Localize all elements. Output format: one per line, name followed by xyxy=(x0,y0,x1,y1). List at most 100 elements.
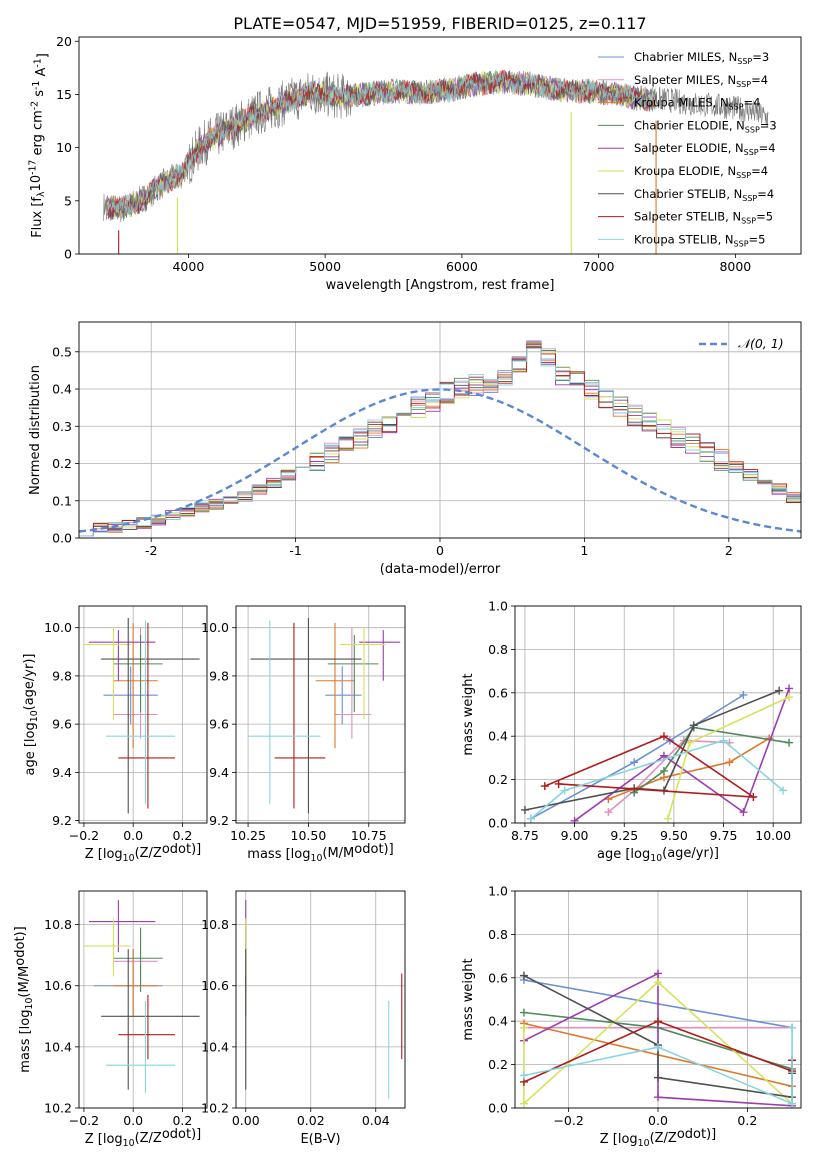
weight-point-marker xyxy=(788,1099,797,1108)
mass-vs-ebv-grid xyxy=(236,891,405,1109)
error-bar-point xyxy=(274,622,326,809)
weight-series-line xyxy=(633,726,790,794)
residuals-panel: -2 -1 0 1 2 0.0 0.1 0.2 0.3 0.4 0.5 (data-model)/er… xyxy=(28,321,802,577)
y-tick-label: 9.8 xyxy=(209,668,229,683)
legend-entry: Chabrier MILES, NSSP=3 xyxy=(634,50,769,66)
age-vs-mass-grid xyxy=(236,606,405,823)
x-tick-label: 9.00 xyxy=(561,828,589,843)
weight-vs-age-ylabel: mass weight xyxy=(461,673,476,755)
error-bar-point xyxy=(101,949,200,1090)
weight-point-marker xyxy=(739,690,748,699)
weight-point-marker xyxy=(604,808,613,817)
error-bar-point xyxy=(325,666,362,725)
weight-series-line xyxy=(574,688,790,822)
y-tick-label: 0 xyxy=(64,247,72,262)
error-bar-point xyxy=(88,630,156,681)
weight-vs-age-axes: 8.75 9.00 9.25 9.50 9.75 10.00 0.0 0.2 0.4 0.6 0.8… xyxy=(461,599,802,864)
error-bar-point xyxy=(334,627,372,739)
x-tick-label: 10.00 xyxy=(755,828,791,843)
figure-title: PLATE=0547, MJD=51959, FIBERID=0125, z=0… xyxy=(233,14,646,33)
residuals-marks xyxy=(79,340,801,537)
age-vs-Z-axes: −0.2 0.0 0.2 9.2 9.4 9.6 9.8 10.0 Z [log10​(Z/Z​… xyxy=(22,605,208,864)
weight-series-line xyxy=(607,739,730,813)
error-bar-point xyxy=(83,918,131,977)
age-vs-mass-panel: 10.25 10.50 10.75 9.2 9.4 9.6 9.8 10.0 mass [log… xyxy=(201,605,406,864)
weight-series xyxy=(570,684,794,823)
mass-vs-Z-ylabel: mass [log10​(M/M​odot)] xyxy=(13,926,35,1072)
weight-vs-Z-xlabel: Z [log10​(Z/Z​odot)] xyxy=(600,1127,717,1149)
y-tick-label: 0.4 xyxy=(488,1014,508,1029)
weight-point-marker xyxy=(689,721,698,730)
spectrum-frame xyxy=(78,36,802,255)
spectrum-legend: Chabrier MILES, NSSP=3 Salpeter MILES, NS… xyxy=(598,50,777,248)
spectrum-ylabel: Flux [fλ​10-17​ erg cm-2​ s-1​ A-1​] xyxy=(28,53,51,238)
weight-point-marker xyxy=(519,971,528,980)
weight-series-line xyxy=(523,1027,793,1105)
x-tick-label: 8.75 xyxy=(511,828,539,843)
error-bar-point xyxy=(113,949,158,1017)
x-tick-label: 9.25 xyxy=(610,828,638,843)
x-tick-label: 0.04 xyxy=(362,1113,390,1128)
error-bar-point xyxy=(103,666,158,725)
histogram-step xyxy=(79,342,801,537)
legend-entry: Chabrier STELIB, NSSP=4 xyxy=(634,187,774,203)
mass-vs-ebv-frame xyxy=(235,890,406,1109)
mass-vs-ebv-axes: 0.00 0.02 0.04 10.2 10.4 10.6 10.8 E(B-V) xyxy=(201,890,406,1147)
weight-point-marker xyxy=(630,758,639,767)
weight-point-marker xyxy=(654,1093,662,1102)
weight-series-line xyxy=(667,696,790,819)
x-tick-label: 0.00 xyxy=(232,1113,260,1128)
weight-series-line xyxy=(523,981,793,1106)
y-tick-label: 0.1 xyxy=(52,493,72,508)
normal-curve xyxy=(79,388,801,533)
mass-vs-Z-axes: −0.2 0.0 0.2 10.2 10.4 10.6 10.8 Z [log10​(Z/Z​… xyxy=(13,890,208,1149)
histogram-step xyxy=(79,340,801,537)
x-tick-label: −0.2 xyxy=(69,1113,99,1128)
y-tick-label: 0.0 xyxy=(488,816,508,831)
error-bar-point xyxy=(106,1001,175,1093)
x-tick-label: 1 xyxy=(580,543,588,558)
error-bar-point xyxy=(88,900,156,953)
x-tick-label: 10.75 xyxy=(351,828,387,843)
x-tick-label: 0.2 xyxy=(172,1113,192,1128)
y-tick-label: 0.5 xyxy=(52,344,72,359)
weight-point-marker xyxy=(775,686,784,695)
weight-series-line xyxy=(523,972,793,1107)
x-tick-label: 0.0 xyxy=(648,1113,668,1128)
weight-vs-age-marks xyxy=(520,684,794,823)
weight-point-marker xyxy=(785,684,794,693)
weight-series xyxy=(519,978,797,1108)
weight-series-line xyxy=(530,694,744,820)
spectrum-xlabel: wavelength [Angstrom, rest frame] xyxy=(326,278,555,293)
y-tick-label: 10.0 xyxy=(201,620,229,635)
weight-point-marker xyxy=(654,1017,662,1026)
weight-point-marker xyxy=(554,779,563,788)
weight-vs-Z-marks xyxy=(519,969,797,1108)
x-tick-label: 0.02 xyxy=(297,1113,325,1128)
x-tick-label: 9.75 xyxy=(710,828,738,843)
weight-point-marker xyxy=(785,693,794,702)
residuals-ylabel: Normed distribution xyxy=(28,365,43,495)
weight-point-marker xyxy=(719,736,728,745)
weight-point-marker xyxy=(654,969,662,978)
weight-point-marker xyxy=(785,738,794,747)
histogram-step xyxy=(79,347,801,537)
legend-entry: Kroupa STELIB, NSSP=5 xyxy=(634,232,765,248)
x-tick-label: 10.25 xyxy=(230,828,266,843)
legend-entry: Kroupa ELODIE, NSSP=4 xyxy=(634,164,768,180)
weight-series xyxy=(526,736,788,823)
legend-entry: Kroupa MILES, NSSP=4 xyxy=(634,96,760,112)
y-tick-label: 0.2 xyxy=(488,772,508,787)
x-tick-label: 5000 xyxy=(309,259,341,274)
y-tick-label: 0.2 xyxy=(488,1057,508,1072)
y-tick-label: 0.0 xyxy=(488,1101,508,1116)
weight-point-marker xyxy=(519,1071,528,1080)
mass-vs-Z-xlabel: Z [log10​(Z/Z​odot)] xyxy=(85,1127,202,1149)
y-tick-label: 0.4 xyxy=(488,729,508,744)
mass-vs-ebv-marks xyxy=(245,900,403,1099)
weight-series-line xyxy=(530,739,784,820)
y-tick-label: 15 xyxy=(56,87,72,102)
y-tick-label: 10.2 xyxy=(44,1101,72,1116)
error-bar-point xyxy=(248,620,321,804)
legend-entry: Salpeter STELIB, NSSP=5 xyxy=(634,210,773,226)
